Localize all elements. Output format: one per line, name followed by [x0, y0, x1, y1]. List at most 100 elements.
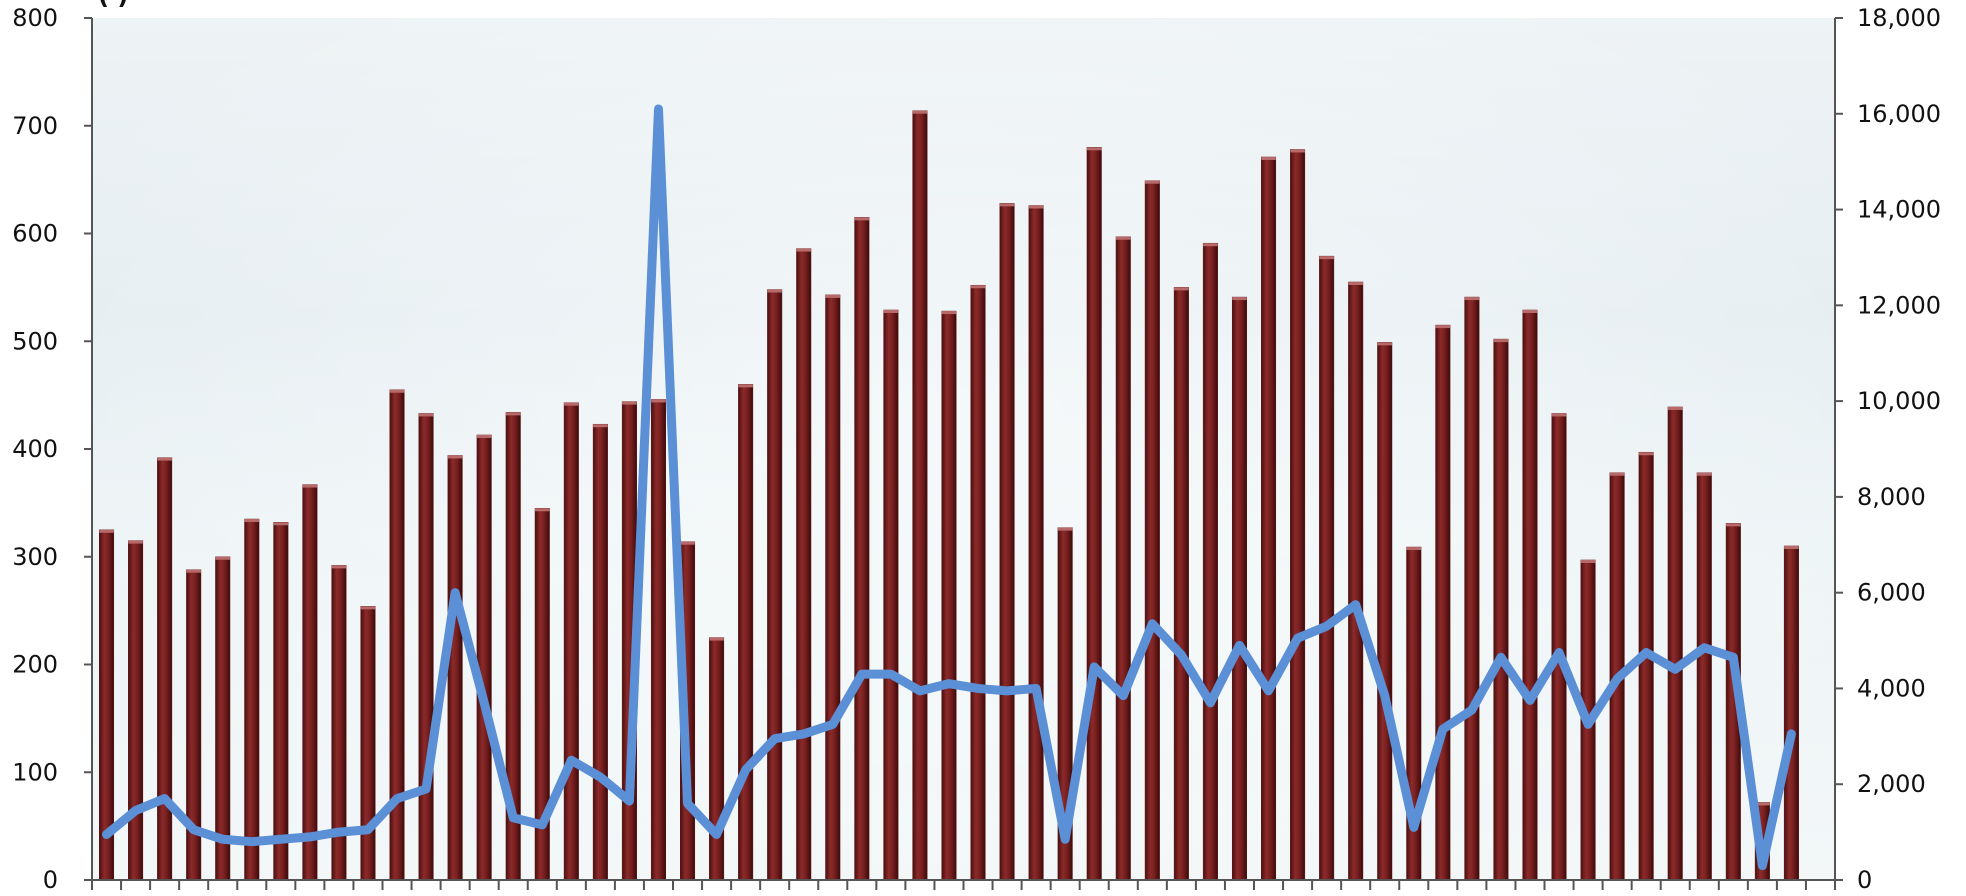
- bar-cap: [1726, 523, 1741, 527]
- bar-cap: [186, 569, 201, 573]
- right-tick-label: 16,000: [1857, 100, 1941, 128]
- left-tick-label: 800: [12, 4, 58, 32]
- bar: [1667, 406, 1683, 881]
- bar: [1319, 255, 1335, 881]
- bar-cap: [622, 401, 637, 405]
- bar-cap: [1638, 452, 1654, 456]
- axes: 0 100 200 300 400 500 600 700 800 0 2,000 4,000 6,00…: [12, 0, 1941, 894]
- bar-cap: [1377, 342, 1392, 346]
- bar: [1493, 338, 1509, 881]
- bar: [1551, 413, 1567, 881]
- bar-cap: [593, 424, 608, 428]
- left-tick-label: 300: [12, 543, 58, 571]
- plot-background: [92, 18, 1835, 880]
- bar-cap: [273, 522, 289, 526]
- bar: [418, 413, 434, 881]
- bar-cap: [1057, 527, 1073, 531]
- bar-cap: [447, 455, 463, 459]
- bar: [215, 556, 231, 881]
- bar-cap: [1319, 256, 1334, 260]
- left-tick-label: 600: [12, 220, 58, 248]
- bar: [1464, 296, 1480, 881]
- bar-cap: [796, 248, 811, 252]
- bar-cap: [505, 412, 521, 416]
- bar-cap: [1551, 413, 1567, 417]
- right-tick-label: 14,000: [1857, 196, 1941, 224]
- bar: [1115, 236, 1131, 881]
- bar-cap: [1435, 325, 1451, 329]
- right-tick-label: 10,000: [1857, 387, 1941, 415]
- bar-cap: [999, 203, 1015, 207]
- bar-cap: [128, 540, 143, 544]
- bar-cap: [1522, 310, 1538, 313]
- bar-cap: [99, 529, 114, 533]
- bar-cap: [389, 389, 405, 393]
- bar-cap: [1290, 149, 1305, 153]
- bar: [563, 402, 579, 881]
- right-tick-label: 0: [1857, 866, 1872, 894]
- left-tick-label: 100: [12, 758, 58, 786]
- right-tick-label: 18,000: [1857, 4, 1941, 32]
- bar: [912, 110, 928, 881]
- bar-cap: [825, 294, 841, 298]
- bar: [883, 309, 899, 881]
- bar-cap: [1784, 545, 1799, 549]
- bar-cap: [535, 508, 550, 512]
- bar: [854, 217, 870, 881]
- left-tick-label: 400: [12, 435, 58, 463]
- bar: [1202, 242, 1218, 881]
- bar: [128, 540, 144, 881]
- background-splash: [92, 18, 1835, 880]
- bar: [999, 203, 1015, 881]
- bar-cap: [1667, 406, 1683, 410]
- bar: [650, 399, 666, 881]
- bar: [244, 518, 260, 881]
- bar: [273, 522, 289, 881]
- left-tick-label: 0: [43, 866, 58, 894]
- bar: [1522, 309, 1538, 881]
- bar: [1231, 296, 1247, 881]
- bar: [796, 248, 812, 881]
- bar-cap: [1348, 281, 1363, 285]
- bar: [767, 289, 783, 881]
- bar-cap: [215, 556, 230, 560]
- bar-cap: [738, 384, 753, 388]
- bar-cap: [1755, 802, 1770, 806]
- right-tick-label: 12,000: [1857, 291, 1941, 319]
- bar: [1638, 451, 1654, 881]
- bar-cap: [1697, 472, 1712, 476]
- bar-cap: [854, 217, 870, 221]
- bar: [1028, 205, 1044, 881]
- bar-cap: [1493, 339, 1509, 343]
- bar-cap: [1028, 205, 1044, 209]
- bar: [1261, 156, 1277, 881]
- bar-cap: [1464, 297, 1480, 301]
- right-tick-label: 4,000: [1857, 674, 1926, 702]
- bar: [941, 310, 957, 881]
- bar: [1173, 287, 1189, 881]
- left-tick-label: 500: [12, 327, 58, 355]
- bar-cap: [1174, 287, 1189, 291]
- bar: [970, 284, 986, 881]
- bar-cap: [302, 484, 318, 488]
- bar-cap: [680, 541, 695, 545]
- left-tick-label: 700: [12, 112, 58, 140]
- bar-cap: [418, 413, 434, 417]
- bar: [1696, 472, 1712, 881]
- bar-cap: [1086, 147, 1102, 151]
- bar-cap: [564, 402, 579, 406]
- bar: [1144, 180, 1160, 881]
- bar: [302, 484, 318, 881]
- bar-cap: [360, 606, 376, 610]
- bar: [738, 384, 754, 881]
- bar-cap: [244, 519, 260, 523]
- bar-cap: [1261, 157, 1276, 160]
- bar: [1086, 147, 1102, 881]
- bar: [709, 637, 725, 881]
- bar-cap: [912, 110, 928, 114]
- bar-cap: [1609, 472, 1625, 476]
- bar: [476, 434, 492, 881]
- line-series: [102, 104, 1796, 871]
